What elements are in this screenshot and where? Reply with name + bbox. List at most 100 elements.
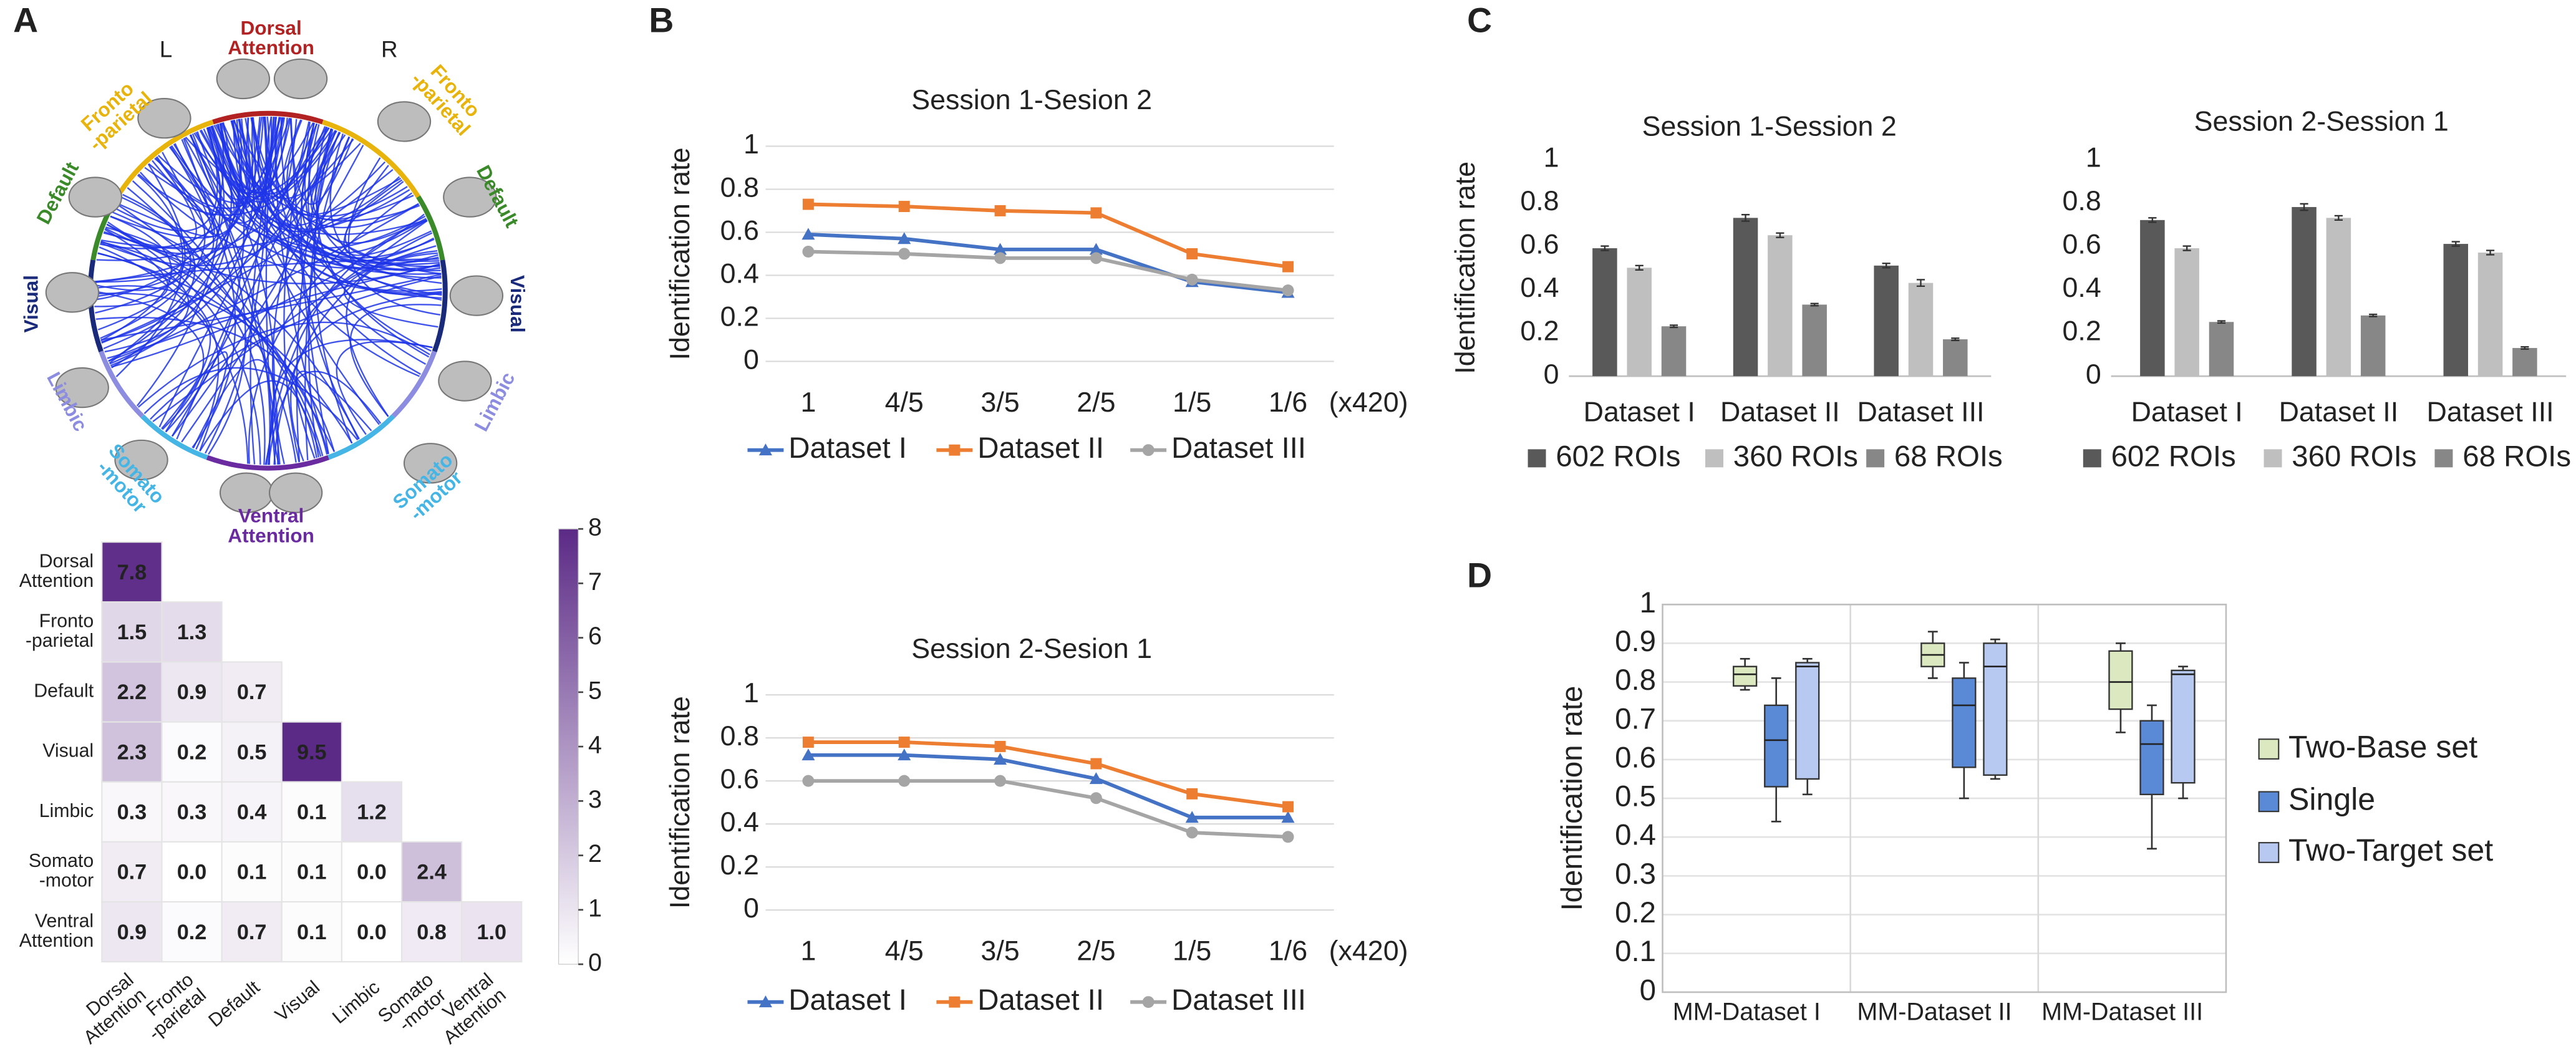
legend-label: Dataset I xyxy=(788,984,907,1017)
colorbar xyxy=(558,528,579,965)
error-bar xyxy=(1810,302,1819,307)
legend-label: 602 ROIs xyxy=(2111,440,2236,473)
bar xyxy=(1661,326,1687,377)
connection xyxy=(313,132,353,444)
connection xyxy=(349,304,442,417)
y-tick-label: 1 xyxy=(2086,142,2101,173)
x-tick-label: Dataset I xyxy=(2131,397,2243,428)
x-tick-label: 1 xyxy=(800,935,816,966)
error-bar xyxy=(1741,213,1750,222)
connection xyxy=(205,116,268,454)
bar xyxy=(2326,218,2351,377)
brain-icon xyxy=(273,58,328,100)
y-tick-label: 1 xyxy=(743,128,759,160)
marker xyxy=(898,201,910,212)
cell-label: 7.8 xyxy=(117,561,147,584)
heatmap-cell xyxy=(341,901,403,963)
cell-label: 0.0 xyxy=(357,921,387,944)
y-tick-label: 0 xyxy=(1544,359,1559,390)
cell-label: 1.0 xyxy=(477,921,506,944)
bar xyxy=(2140,220,2165,377)
series-line xyxy=(808,779,1289,839)
bar xyxy=(2209,322,2234,377)
marker xyxy=(1186,826,1198,839)
connection xyxy=(100,216,172,342)
y-tick-label: 0.4 xyxy=(1615,819,1656,852)
marker xyxy=(1186,248,1198,259)
cell-label: 0.3 xyxy=(177,800,207,824)
marker xyxy=(994,243,1007,255)
legend-marker xyxy=(758,995,772,1008)
label-line: -motor xyxy=(39,871,94,891)
legend-label: Dataset II xyxy=(977,432,1104,465)
network-arc xyxy=(115,119,214,198)
marker xyxy=(898,232,911,244)
cell-label: 0.3 xyxy=(117,800,147,824)
heatmap-cell xyxy=(400,901,463,963)
y-tick-label: 0 xyxy=(2086,359,2101,390)
connection xyxy=(304,136,350,461)
cell-label: 0.7 xyxy=(117,861,147,884)
network-arc xyxy=(432,259,448,352)
legend-swatch xyxy=(2258,738,2280,760)
hemisphere-label: L xyxy=(160,36,173,62)
legend-label: Two-Base set xyxy=(2288,729,2477,764)
legend-swatch xyxy=(1866,449,1885,468)
y-tick-label: 0.5 xyxy=(1615,780,1656,813)
series-line xyxy=(808,249,1289,292)
cell-label: 0.1 xyxy=(237,861,267,884)
legend-marker xyxy=(758,443,772,456)
y-tick-label: 0.4 xyxy=(720,258,759,289)
cell-label: 1.5 xyxy=(117,621,147,644)
colorbar-tick-label: 6 xyxy=(588,622,602,650)
colorbar-tick-label: 8 xyxy=(588,514,602,541)
cell-label: 0.9 xyxy=(177,680,207,704)
label-line: Default xyxy=(34,681,94,702)
colorbar-tick-label: 0 xyxy=(588,949,602,977)
x-note: (x420) xyxy=(1329,387,1408,418)
label-line: Visual xyxy=(506,275,529,333)
colorbar-tick-label: 7 xyxy=(588,568,602,596)
connection xyxy=(152,220,428,422)
y-tick-label: 0.2 xyxy=(2063,315,2101,346)
y-tick-label: 0.6 xyxy=(720,763,759,795)
connection xyxy=(174,143,438,269)
marker xyxy=(1282,284,1294,297)
legend-marker xyxy=(949,444,961,456)
y-tick-label: 0.1 xyxy=(1615,935,1656,968)
label-line: Attention xyxy=(228,36,314,59)
legend-swatch xyxy=(2258,842,2280,863)
error-bar xyxy=(2486,249,2495,256)
marker xyxy=(1089,243,1103,255)
heatmap-cell xyxy=(161,721,223,783)
x-tick-label: MM-Dataset III xyxy=(2041,998,2203,1026)
bar xyxy=(1768,235,1793,377)
label-line: Dorsal xyxy=(240,17,301,39)
brain-icon xyxy=(403,443,458,484)
x-tick-label: 2/5 xyxy=(1077,387,1115,418)
legend-swatch xyxy=(1705,449,1723,468)
cell-label: 2.4 xyxy=(417,861,447,884)
y-tick-label: 0.4 xyxy=(1520,272,1559,303)
brain-icon xyxy=(137,97,191,139)
label-line: Attention xyxy=(19,931,94,951)
cell-label: 0.7 xyxy=(237,921,267,944)
label: Limbic xyxy=(39,801,94,821)
marker xyxy=(898,775,911,787)
heatmap-cell xyxy=(101,721,163,783)
connection xyxy=(289,118,354,205)
label: Somato-motor xyxy=(29,851,94,891)
x-note: (x420) xyxy=(1329,935,1408,966)
y-tick-label: 0.8 xyxy=(2063,185,2101,216)
plot-frame xyxy=(1662,603,2227,993)
colorbar-tick-label: 1 xyxy=(588,894,602,922)
connection xyxy=(249,117,281,465)
connection xyxy=(248,192,413,464)
connection xyxy=(173,143,236,448)
legend-swatch xyxy=(1528,449,1546,468)
connection xyxy=(95,316,335,452)
connection xyxy=(115,174,183,377)
label: Visual xyxy=(42,741,94,761)
